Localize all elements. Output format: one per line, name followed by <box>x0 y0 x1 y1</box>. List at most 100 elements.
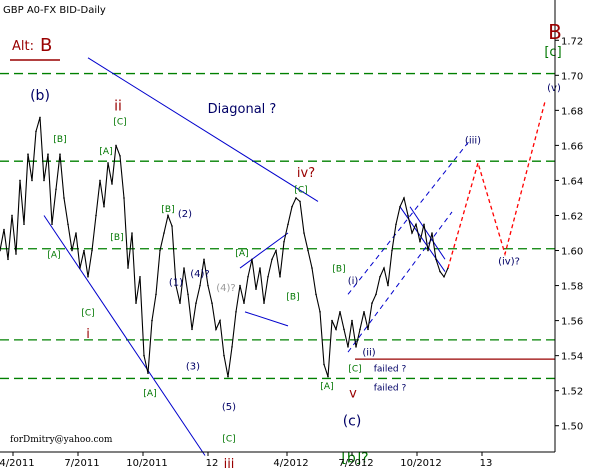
price-point-88 <box>351 319 353 322</box>
wave-label-11: (2) <box>178 209 192 220</box>
price-point-32 <box>127 267 129 269</box>
price-series <box>0 116 449 378</box>
price-point-89 <box>355 346 357 348</box>
price-point-90 <box>359 328 361 331</box>
price-point-99 <box>395 223 397 226</box>
price-point-110 <box>439 270 441 273</box>
projection-path <box>447 101 546 269</box>
y-tick-label-3: 1.56 <box>561 317 583 328</box>
x-tick-label-7: 13 <box>480 458 493 468</box>
trend-line-3 <box>244 311 289 327</box>
wave-label-18: iii <box>224 457 235 468</box>
price-point-60 <box>239 284 241 287</box>
price-point-18 <box>71 249 73 252</box>
wave-label-14: (4)? <box>216 283 235 294</box>
price-point-63 <box>251 258 253 261</box>
wave-label-26: (ii) <box>362 348 375 359</box>
price-point-16 <box>63 197 65 199</box>
price-point-93 <box>371 302 373 304</box>
price-point-107 <box>427 249 429 252</box>
price-point-56 <box>223 354 225 357</box>
diagonal-label: Diagonal ? <box>208 102 277 117</box>
price-point-75 <box>299 200 301 203</box>
price-point-84 <box>335 328 337 331</box>
wave-label-34: [c] <box>544 45 561 60</box>
price-point-86 <box>343 328 345 331</box>
price-point-51 <box>203 258 205 261</box>
price-point-92 <box>367 328 369 331</box>
price-point-17 <box>67 223 69 226</box>
price-point-11 <box>43 179 45 182</box>
trend-line-2 <box>239 232 289 269</box>
wave-label-8: i <box>86 327 90 342</box>
x-tick-label-2: 10/2011 <box>126 458 168 468</box>
alt-value: B <box>40 35 52 56</box>
wave-label-12: (1) <box>169 278 183 289</box>
wave-label-7: [C] <box>81 308 94 318</box>
price-point-68 <box>271 258 273 261</box>
wave-label-30: [b]? <box>341 451 368 467</box>
y-tick-label-0: 1.50 <box>561 422 583 433</box>
price-point-7 <box>27 153 29 155</box>
price-point-62 <box>247 276 249 278</box>
price-point-111 <box>443 276 445 278</box>
wave-label-21: iv? <box>297 166 315 181</box>
wave-label-17: [C] <box>222 434 235 444</box>
price-point-78 <box>311 267 313 269</box>
y-tick-label-4: 1.58 <box>561 282 583 293</box>
price-point-73 <box>291 205 293 208</box>
trend-line-4 <box>347 139 471 295</box>
credit-text: forDmitry@yahoo.com <box>10 435 113 445</box>
price-point-67 <box>267 276 269 278</box>
x-tick-label-4: 4/2012 <box>273 458 308 468</box>
price-point-27 <box>107 162 109 164</box>
wave-labels: (b) ii [B] [C] [A] [B] [A] [C] i [A] [B] (2) (1) (4)?… <box>30 45 562 468</box>
price-point-96 <box>383 267 385 269</box>
wave-label-10: [B] <box>161 205 174 215</box>
price-point-33 <box>131 232 133 234</box>
price-point-47 <box>187 293 189 296</box>
price-point-4 <box>15 253 17 255</box>
price-point-81 <box>323 363 325 366</box>
price-point-57 <box>227 375 229 378</box>
price-point-0 <box>0 249 1 252</box>
price-point-43 <box>171 225 173 227</box>
price-point-30 <box>119 155 121 157</box>
price-point-34 <box>135 302 137 304</box>
wave-label-9: [A] <box>143 389 156 399</box>
wave-label-15: (3) <box>186 362 200 373</box>
price-point-85 <box>339 311 341 313</box>
price-point-104 <box>415 223 417 226</box>
trend-lines <box>43 57 471 456</box>
price-point-14 <box>55 188 57 190</box>
price-point-100 <box>399 205 401 208</box>
price-point-105 <box>419 240 421 243</box>
y-tick-label-7: 1.64 <box>561 176 583 187</box>
y-tick-label-10: 1.70 <box>561 71 583 82</box>
projection-line <box>447 101 546 269</box>
y-tick-label-1: 1.52 <box>561 387 583 398</box>
price-point-24 <box>95 214 97 217</box>
wave-label-27: [C] <box>348 364 361 374</box>
wave-label-2: [B] <box>53 135 66 145</box>
price-point-80 <box>319 311 321 313</box>
wave-label-1: ii <box>114 98 122 114</box>
main-wave-label: B <box>548 20 562 44</box>
price-point-20 <box>79 267 81 269</box>
price-point-91 <box>363 311 365 313</box>
price-point-3 <box>11 214 13 217</box>
price-point-22 <box>87 276 89 278</box>
wave-label-22: [C] <box>294 186 307 196</box>
price-point-48 <box>191 328 193 331</box>
price-point-6 <box>23 223 25 226</box>
y-tick-label-2: 1.54 <box>561 352 583 363</box>
wave-label-23: [A] <box>320 382 333 392</box>
wave-label-0: (b) <box>30 88 50 104</box>
price-point-8 <box>31 179 33 182</box>
price-point-37 <box>147 372 149 374</box>
price-point-103 <box>411 232 413 234</box>
wave-label-29: (c) <box>343 414 362 430</box>
x-tick-label-6: 10/2012 <box>400 458 442 468</box>
alt-label: Alt: <box>12 39 34 54</box>
